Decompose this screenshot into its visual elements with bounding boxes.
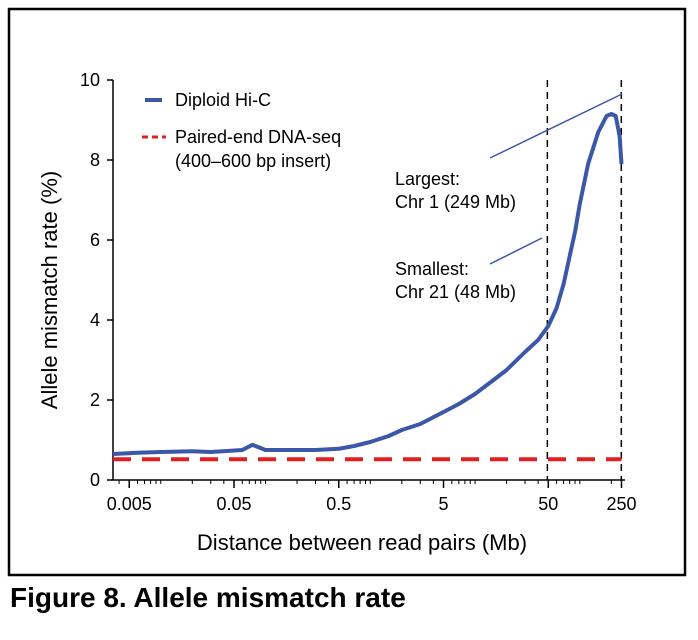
x-tick-label: 0.005 (107, 494, 152, 514)
y-axis-label: Allele mismatch rate (%) (37, 171, 62, 409)
annotation-smallest-line2: Chr 21 (48 Mb) (395, 282, 516, 302)
y-tick-label: 8 (90, 150, 100, 170)
series-line-hic (112, 112, 624, 456)
annotation-smallest-line1: Smallest: (395, 259, 469, 279)
y-tick-label: 2 (90, 390, 100, 410)
annotation-largest-line2: Chr 1 (249 Mb) (395, 192, 516, 212)
y-tick-label: 0 (90, 470, 100, 490)
x-axis-label: Distance between read pairs (Mb) (197, 530, 527, 555)
x-tick-label: 5 (439, 494, 449, 514)
y-tick-label: 4 (90, 310, 100, 330)
allele-mismatch-chart: 0 2 4 6 8 10 0.005 0.05 0.5 5 50 250 Allele mismatc… (7, 7, 687, 577)
y-tick-label: 10 (80, 70, 100, 90)
legend-dnaseq-label: Paired-end DNA-seq (175, 127, 341, 147)
legend-dnaseq-sublabel: (400–600 bp insert) (175, 151, 331, 171)
x-tick-label: 50 (538, 494, 558, 514)
figure-frame (7, 7, 687, 577)
x-tick-label: 0.05 (216, 494, 251, 514)
x-tick-label: 250 (606, 494, 636, 514)
y-tick-label: 6 (90, 230, 100, 250)
figure-caption: Figure 8. Allele mismatch rate (10, 582, 406, 613)
annotation-largest-pointer (489, 93, 623, 159)
annotation-smallest-pointer (489, 237, 543, 265)
annotation-largest-line1: Largest: (395, 169, 460, 189)
legend-hic-label: Diploid Hi-C (175, 90, 271, 110)
x-tick-label: 0.5 (326, 494, 351, 514)
